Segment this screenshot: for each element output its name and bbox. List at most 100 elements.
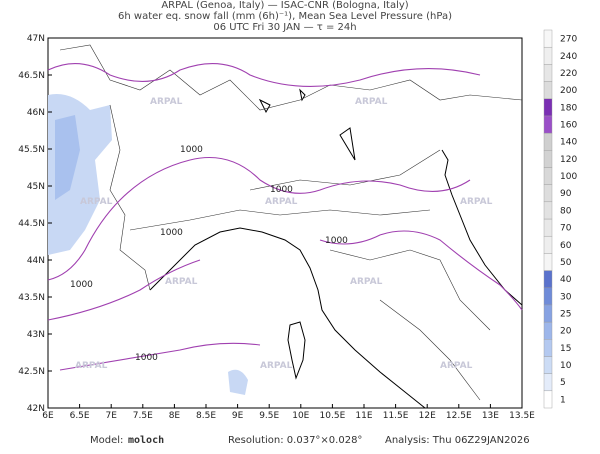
coastline: [287, 321, 306, 380]
colorbar-label: 120: [560, 155, 577, 165]
colorbar-swatch: [543, 321, 553, 340]
y-tick-label: 47N: [27, 34, 45, 44]
x-tick-label: 9.5E: [259, 411, 279, 421]
y-tick-label: 43.5N: [18, 293, 45, 303]
x-tick-label: 11E: [355, 411, 372, 421]
colorbar-swatch: [543, 218, 553, 237]
y-tick-label: 46N: [27, 108, 45, 118]
colorbar-label: 50: [560, 258, 572, 268]
x-tick-label: 7.5E: [133, 411, 153, 421]
snow-area: [228, 369, 248, 395]
colorbar-label: 140: [560, 138, 577, 148]
y-tick-label: 44.5N: [18, 219, 45, 229]
coastline: [441, 149, 523, 306]
colorbar-label: 30: [560, 292, 572, 302]
footer-label: Model:: [90, 435, 123, 446]
isobar: [47, 156, 471, 281]
contour-label: 1000: [160, 228, 183, 238]
colorbar-label: 1: [560, 395, 566, 405]
contour-label: 1000: [70, 280, 93, 290]
colorbar-swatch: [543, 81, 553, 99]
colorbar-label: 90: [560, 189, 572, 199]
colorbar-swatch: [543, 235, 553, 254]
isobar: [47, 259, 261, 371]
colorbar-swatch: [543, 201, 553, 220]
colorbar-swatch: [543, 132, 553, 151]
watermark: ARPAL: [265, 197, 298, 207]
x-tick-label: 6E: [42, 411, 54, 421]
y-tick-label: 43N: [27, 330, 45, 340]
colorbar-swatch: [543, 304, 553, 323]
watermark: ARPAL: [165, 277, 198, 287]
colorbar-swatch: [543, 115, 553, 134]
border: [129, 149, 491, 401]
colorbar-swatch: [543, 29, 553, 48]
footer-model: moloch: [128, 435, 164, 446]
colorbar-label: 15: [560, 344, 571, 354]
colorbar-swatch: [543, 339, 553, 357]
watermark: ARPAL: [75, 361, 108, 371]
colorbar-swatch: [543, 184, 553, 203]
watermark: ARPAL: [355, 97, 388, 107]
y-tick-label: 42.5N: [18, 367, 45, 377]
colorbar-swatch: [543, 270, 553, 288]
title-line: ARPAL (Genoa, Italy) — ISAC-CNR (Bologna…: [161, 0, 408, 11]
x-tick-label: 11.5E: [383, 411, 409, 421]
colorbar-label: 220: [560, 69, 577, 79]
colorbar-label: 70: [560, 224, 572, 234]
colorbar-label: 200: [560, 86, 577, 96]
x-tick-label: 13E: [482, 411, 499, 421]
x-tick-label: 6.5E: [70, 411, 90, 421]
colorbar-label: 240: [560, 52, 577, 62]
colorbar-label: 5: [560, 378, 566, 388]
colorbar-swatch: [543, 390, 553, 409]
colorbar-swatch: [543, 356, 553, 374]
colorbar-label: 60: [560, 241, 572, 251]
colorbar-label: 80: [560, 206, 572, 216]
x-tick-label: 12.5E: [446, 411, 472, 421]
axes: 6E 6.5E 7E 7.5E 8E 8.5E 9E 9.5E 10E 10.5E 11E 11.5E…: [18, 34, 535, 421]
colorbar-label: 20: [560, 327, 572, 337]
x-tick-label: 8E: [169, 411, 181, 421]
x-tick-label: 8.5E: [196, 411, 216, 421]
border: [59, 44, 523, 111]
watermark: ARPAL: [440, 361, 473, 371]
colorbar-label: 25: [560, 310, 571, 320]
y-tick-label: 45.5N: [18, 145, 45, 155]
x-tick-label: 7E: [105, 411, 117, 421]
isobar: [319, 230, 523, 311]
colorbar-swatch: [543, 167, 553, 185]
colorbar-label: 100: [560, 172, 577, 182]
isobar: [47, 63, 481, 87]
title-line: 06 UTC Fri 30 JAN — τ = 24h: [213, 22, 356, 33]
colorbar-label: 10: [560, 361, 572, 371]
x-tick-label: 9E: [232, 411, 244, 421]
watermark: ARPAL: [260, 361, 293, 371]
colorbar-swatch: [543, 253, 553, 271]
x-tick-label: 13.5E: [509, 411, 535, 421]
contour-label: 1000: [270, 185, 293, 195]
watermark: ARPAL: [150, 97, 183, 107]
colorbar-swatch: [543, 373, 553, 392]
footer-resolution: Resolution: 0.037°×0.028°: [228, 435, 362, 446]
footer-analysis: Analysis: Thu 06Z29JAN2026: [385, 435, 530, 446]
colorbar-label: 40: [560, 275, 572, 285]
colorbar-label: 160: [560, 121, 577, 131]
colorbar-label: 180: [560, 103, 577, 113]
map: 1000 1000 1000 1000 1000 1000 ARPAL ARPA…: [47, 37, 523, 409]
colorbar-swatch: [543, 98, 553, 117]
x-tick-label: 12E: [419, 411, 436, 421]
snow-area: [55, 115, 80, 200]
colorbar: 1510152025304050607080901001201401601802…: [543, 29, 577, 409]
lake: [258, 88, 356, 161]
x-tick-label: 10E: [292, 411, 309, 421]
colorbar-swatch: [543, 46, 553, 65]
border: [109, 104, 151, 291]
title-line: 6h water eq. snow fall (mm (6h)⁻¹), Mean…: [118, 11, 452, 22]
watermark: ARPAL: [80, 197, 113, 207]
map-frame: [47, 37, 523, 409]
y-tick-label: 46.5N: [18, 71, 45, 81]
y-tick-label: 45N: [27, 182, 45, 192]
colorbar-label: 270: [560, 35, 577, 45]
